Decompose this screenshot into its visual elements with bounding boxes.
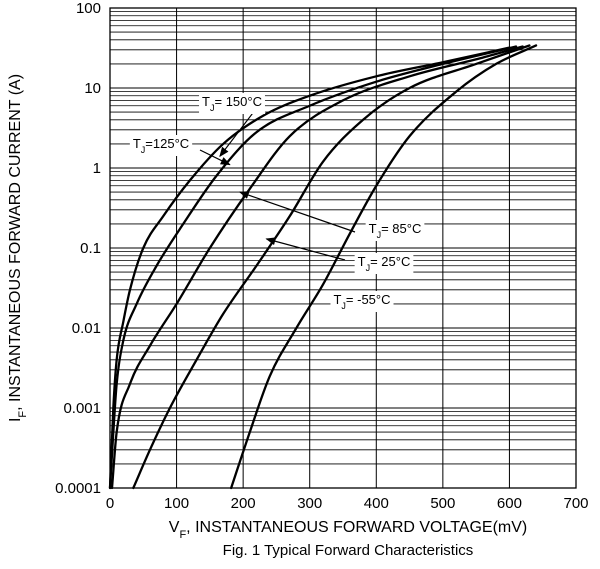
curve-label-3: TJ= 25°C (358, 254, 411, 273)
curve-label-bg-3 (354, 253, 414, 274)
series-line-0 (108, 46, 511, 490)
label-arrow-2 (238, 191, 356, 233)
grid (110, 8, 576, 488)
curve-label-bg-2 (365, 220, 425, 241)
curve-label-bg-4 (330, 291, 394, 312)
curves (108, 44, 538, 490)
tick-labels: 0 100 200 300 400 500 600 700 0.0001 0.001 0.01 0.1… (55, 0, 588, 512)
x-tick-label: 0 (106, 495, 114, 512)
curve-label-4: TJ= -55°C (333, 292, 390, 311)
y-tick-label: 0.001 (63, 400, 101, 417)
y-tick-label: 0.1 (80, 240, 101, 257)
curve-label-bg-0 (199, 93, 265, 114)
series-line-3 (132, 44, 531, 490)
x-tick-label: 100 (164, 495, 189, 512)
y-tick-label: 10 (84, 80, 101, 97)
x-tick-label: 700 (563, 495, 588, 512)
y-axis-label: IF, INSTANTANEOUS FORWARD CURRENT (A) (7, 74, 29, 422)
series-line-1 (108, 45, 518, 490)
curve-label-1: TJ=125°C (133, 136, 189, 155)
curve-labels: TJ= 150°C TJ=125°C TJ= 85°C TJ= 25°C TJ= -55… (129, 93, 425, 312)
plot-frame (109, 7, 577, 489)
y-tick-label: 0.0001 (55, 480, 101, 497)
curve-label-2: TJ= 85°C (369, 221, 422, 240)
y-tick-label: 0.01 (72, 320, 101, 337)
y-tick-label: 1 (93, 160, 101, 177)
y-tick-label: 100 (76, 0, 101, 17)
x-tick-label: 600 (497, 495, 522, 512)
label-arrow-3 (265, 237, 346, 261)
x-tick-label: 400 (364, 495, 389, 512)
x-tick-label: 500 (430, 495, 455, 512)
curve-label-bg-1 (129, 135, 193, 156)
series-line-2 (110, 45, 524, 490)
x-tick-label: 200 (231, 495, 256, 512)
label-arrow-1 (199, 149, 231, 166)
series-line-4 (230, 44, 538, 490)
x-axis-label: VF, INSTANTANEOUS FORWARD VOLTAGE(mV) (169, 519, 527, 541)
curve-label-0: TJ= 150°C (202, 94, 262, 113)
x-tick-label: 300 (297, 495, 322, 512)
chart-title: Fig. 1 Typical Forward Characteristics (223, 542, 474, 559)
